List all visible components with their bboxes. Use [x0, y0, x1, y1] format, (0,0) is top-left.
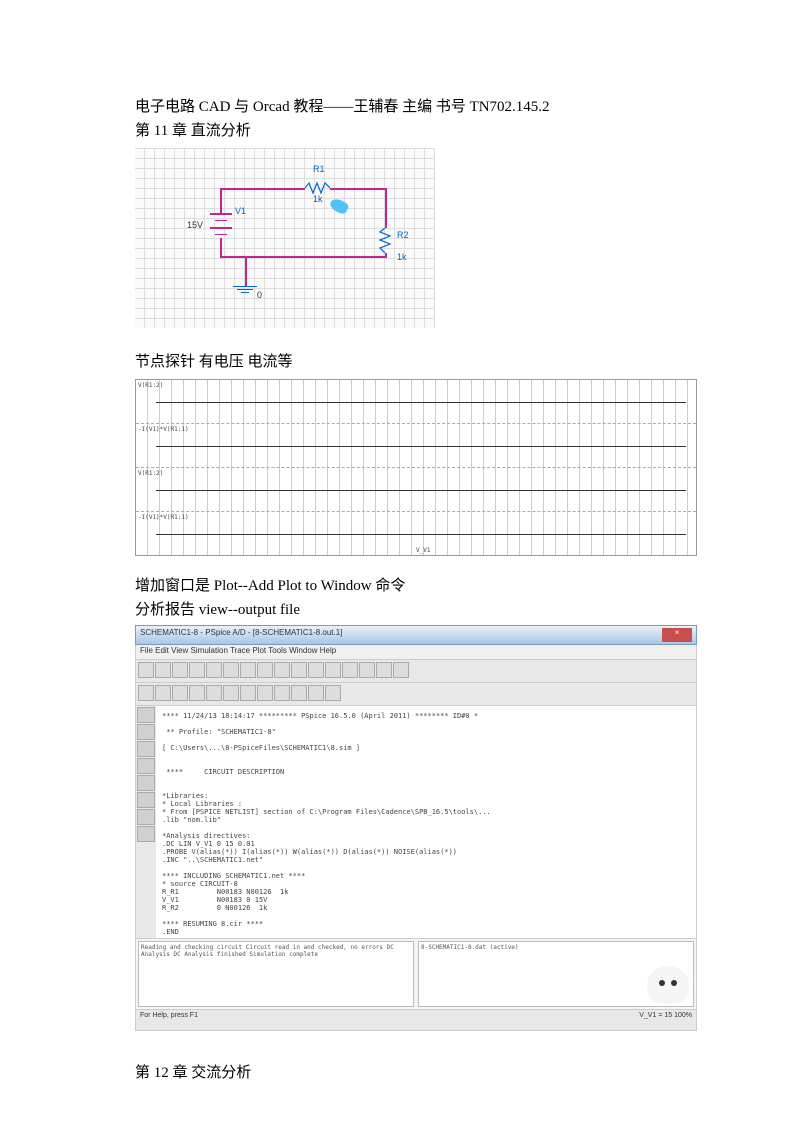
header-line2: 第 11 章 直流分析: [135, 119, 673, 143]
probe-text: 节点探针 有电压 电流等: [135, 350, 673, 374]
r1-value: 1k: [313, 194, 323, 204]
r2-label: R2: [397, 230, 409, 240]
trace-panel: 8-SCHEMATIC1-8.dat (active): [418, 941, 694, 1007]
v1-value: 15V: [187, 220, 203, 230]
titlebar[interactable]: SCHEMATIC1-8 - PSpice A/D - [8-SCHEMATIC…: [135, 625, 697, 645]
mascot-icon: [647, 966, 689, 1004]
probe-icon: [328, 197, 349, 215]
r1-label: R1: [313, 164, 325, 174]
side-toolbar[interactable]: [136, 706, 156, 938]
toolbar2[interactable]: [135, 683, 697, 706]
gnd-label: 0: [257, 290, 262, 300]
resistor-r1: [305, 181, 330, 195]
footer-chapter: 第 12 章 交流分析: [135, 1061, 673, 1085]
v1-label: V1: [235, 206, 246, 216]
resistor-r2: [378, 228, 392, 253]
waveform-plot: V(R1:2) -I(V1)*V(R1:1) V(R1:2) -I(V1)*V(…: [135, 379, 697, 556]
close-icon[interactable]: ×: [662, 628, 692, 642]
pspice-window: SCHEMATIC1-8 - PSpice A/D - [8-SCHEMATIC…: [135, 625, 697, 1031]
output-text: **** 11/24/13 18:14:17 ********* PSpice …: [156, 706, 696, 938]
toolbar[interactable]: [135, 660, 697, 683]
circuit-schematic: R1 1k R2 1k V1 15V 0: [135, 148, 435, 328]
header-line1: 电子电路 CAD 与 Orcad 教程——王辅春 主编 书号 TN702.145…: [135, 95, 673, 119]
log-panel: Reading and checking circuit Circuit rea…: [138, 941, 414, 1007]
text-plot-command: 增加窗口是 Plot--Add Plot to Window 命令: [135, 574, 673, 598]
r2-value: 1k: [397, 252, 407, 262]
ground-icon: [233, 286, 257, 293]
statusbar: For Help, press F1 V_V1 = 15 100%: [135, 1010, 697, 1031]
text-output-file: 分析报告 view--output file: [135, 598, 673, 622]
menubar[interactable]: File Edit View Simulation Trace Plot Too…: [135, 645, 697, 660]
